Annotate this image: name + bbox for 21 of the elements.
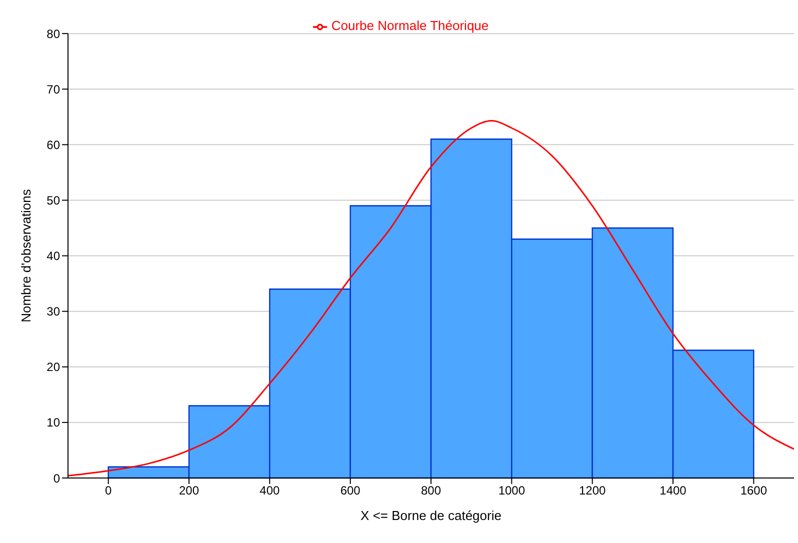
y-tick-label: 30 — [46, 304, 60, 319]
y-tick-label: 70 — [46, 82, 60, 96]
x-tick-label: 600 — [340, 484, 361, 498]
x-tick-label: 0 — [104, 484, 112, 498]
y-tick-label: 60 — [46, 138, 60, 152]
x-tick-label: 800 — [420, 484, 442, 498]
y-tick-label: 20 — [46, 360, 60, 374]
x-axis-title: X <= Borne de catégorie — [360, 508, 502, 523]
x-tick-label: 1200 — [578, 484, 606, 498]
x-tick-label: 1600 — [740, 484, 768, 498]
x-tick-label: 200 — [178, 484, 200, 498]
x-tick-label: 1000 — [498, 484, 526, 498]
y-tick-label: 0 — [53, 471, 60, 486]
x-tick-label: 1400 — [660, 484, 687, 498]
x-tick-label: 400 — [260, 484, 280, 498]
y-axis-title: Nombre d'observations — [18, 188, 34, 322]
y-tick-label: 50 — [46, 193, 60, 208]
legend-label: Courbe Normale Théorique — [331, 18, 489, 33]
y-tick-label: 10 — [46, 416, 60, 430]
y-tick-label: 80 — [46, 26, 60, 41]
y-tick-label: 40 — [46, 249, 60, 264]
